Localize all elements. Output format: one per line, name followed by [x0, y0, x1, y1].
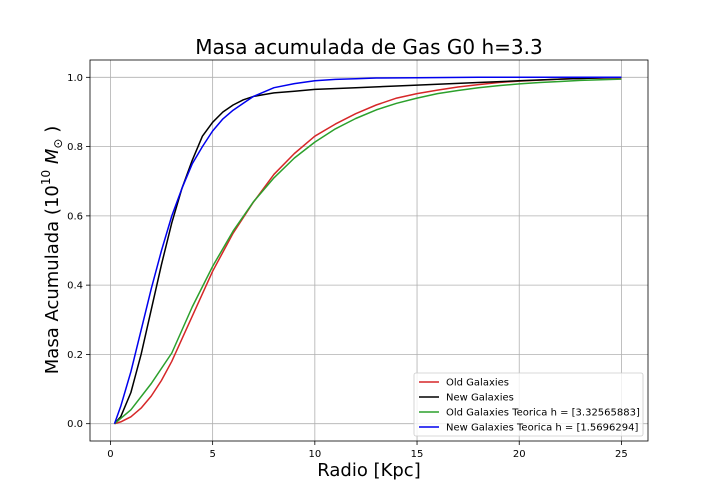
grid	[90, 60, 648, 441]
x-tick-label: 20	[513, 449, 526, 460]
y-axis-label-unit: M	[42, 148, 63, 170]
series-line-2	[113, 76, 622, 425]
y-axis-label-suffix: )	[42, 126, 63, 139]
y-tick-label: 0.8	[67, 142, 83, 153]
y-axis-label: Masa Acumulada (1010 M⊙ )	[39, 126, 65, 374]
legend-label-4: New Galaxies Teorica h = [1.5696294]	[446, 423, 638, 434]
y-tick-label: 1.0	[67, 73, 83, 84]
legend: Old Galaxies New Galaxies Old Galaxies Teo…	[413, 372, 644, 437]
x-tick-label: 10	[308, 449, 321, 460]
chart-title: Masa acumulada de Gas G0 h=3.3	[195, 35, 542, 59]
y-axis-label-subscript: ⊙	[51, 139, 65, 149]
x-tick-label: 5	[209, 449, 215, 460]
series-line-1	[114, 76, 622, 425]
ticks: 0 5 10 15 20 25 0.0 0.2 0.4 0.6 0.8 1.0	[67, 73, 628, 460]
x-axis-label: Radio [Kpc]	[317, 460, 420, 481]
plot-frame	[89, 59, 649, 442]
y-axis-label-prefix: Masa Acumulada (10	[42, 185, 63, 374]
y-tick-label: 0.6	[67, 211, 83, 222]
legend-label-3: Old Galaxies Teorica h = [3.32565883]	[446, 408, 640, 419]
y-tick-label: 0.0	[67, 419, 83, 430]
x-tick-label: 15	[411, 449, 424, 460]
series-line-4	[113, 76, 622, 424]
series-layer	[113, 76, 622, 425]
y-tick-label: 0.2	[67, 350, 83, 361]
legend-label-2: New Galaxies	[446, 393, 514, 404]
legend-label-1: Old Galaxies	[446, 378, 509, 389]
x-tick-label: 0	[107, 449, 113, 460]
series-line-3	[114, 78, 622, 425]
y-axis-label-exponent: 10	[39, 170, 53, 185]
y-tick-label: 0.4	[67, 281, 83, 292]
legend-box	[413, 372, 644, 437]
x-tick-label: 25	[615, 449, 628, 460]
